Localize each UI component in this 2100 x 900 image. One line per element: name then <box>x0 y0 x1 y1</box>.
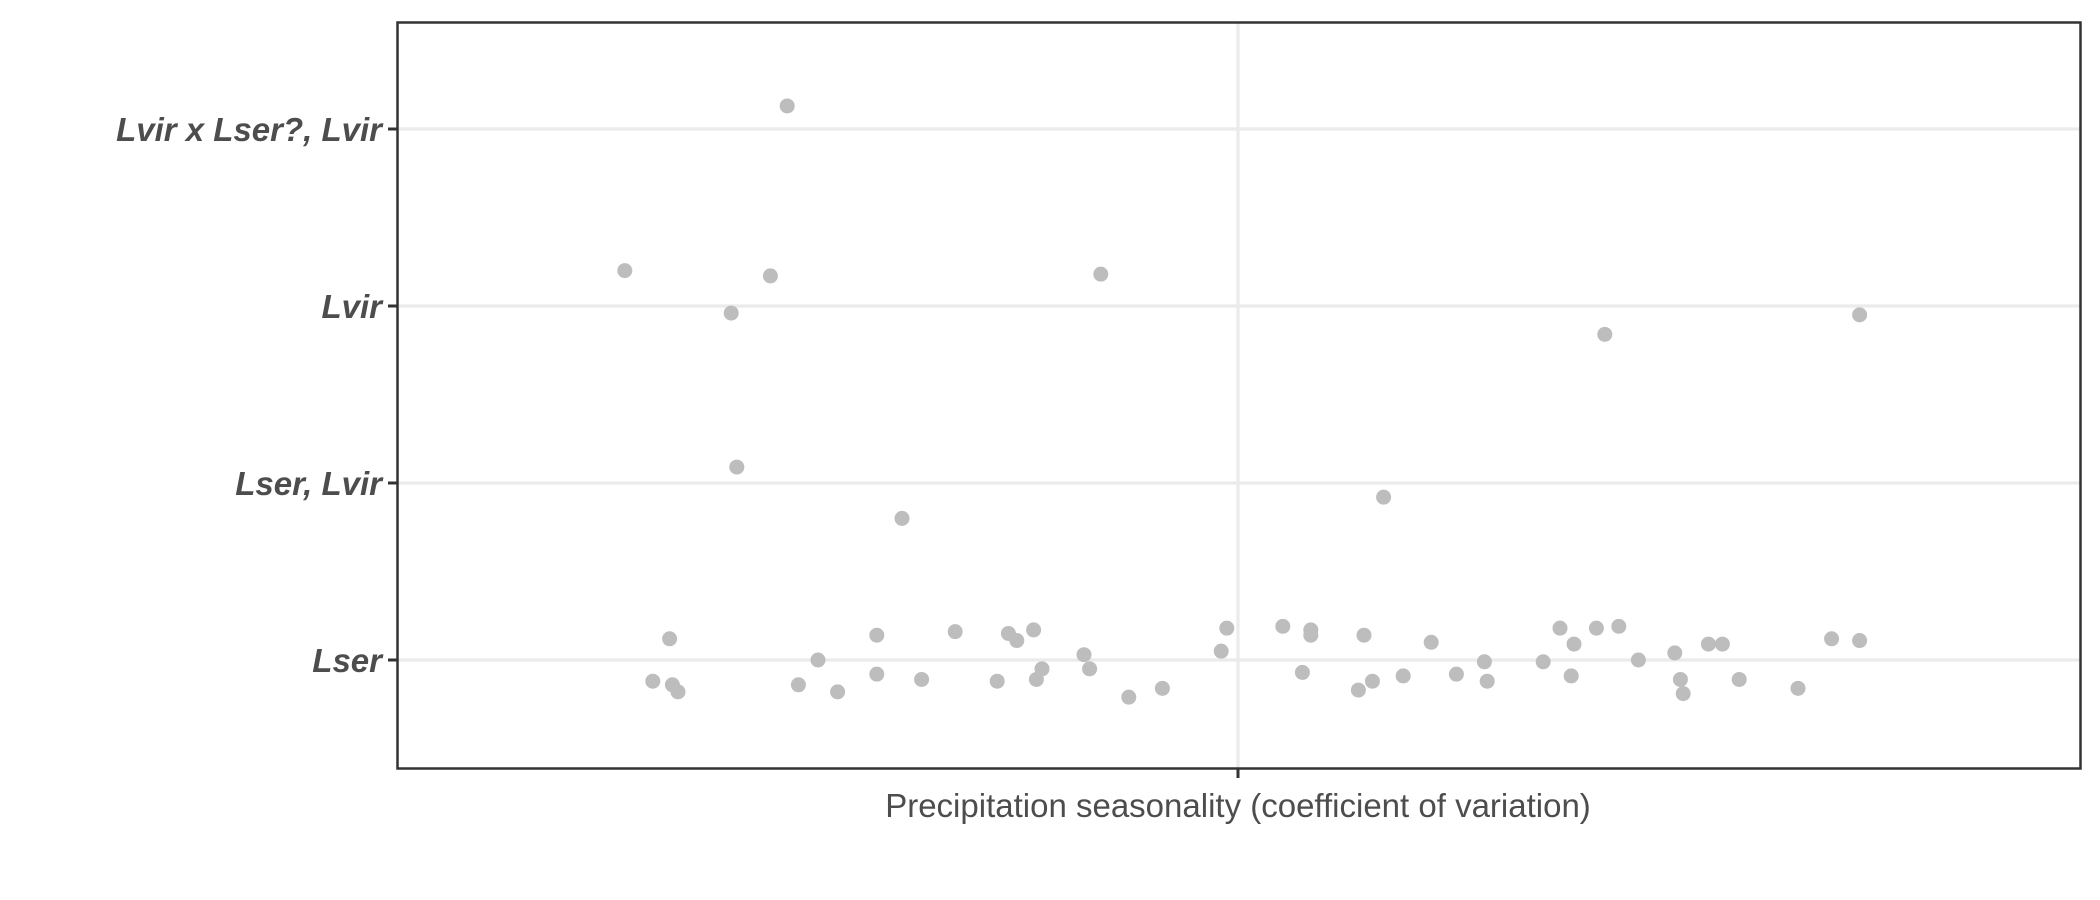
data-point <box>1535 654 1551 670</box>
data-point <box>617 263 633 279</box>
data-point <box>1275 618 1291 634</box>
data-point <box>1672 671 1688 687</box>
data-point <box>989 673 1005 689</box>
data-point <box>1611 618 1627 634</box>
data-point <box>1082 661 1098 677</box>
data-point <box>1294 664 1310 680</box>
data-point <box>830 684 846 700</box>
data-point <box>779 98 795 114</box>
data-point <box>1121 689 1137 705</box>
data-point <box>723 305 739 321</box>
data-point <box>1476 654 1492 670</box>
data-point <box>729 459 745 475</box>
data-point <box>869 666 885 682</box>
data-point <box>1566 636 1582 652</box>
data-point <box>1395 668 1411 684</box>
data-point <box>1154 680 1170 696</box>
data-point <box>790 677 806 693</box>
data-point <box>1852 633 1868 649</box>
data-point <box>1630 652 1646 668</box>
data-point <box>1667 645 1683 661</box>
data-point <box>1731 671 1747 687</box>
data-point <box>894 510 910 526</box>
y-tick-label: Lser, Lvir <box>235 465 384 502</box>
data-point <box>1563 668 1579 684</box>
data-point <box>1552 620 1568 636</box>
y-tick-label: Lvir x Lser?, Lvir <box>116 111 384 148</box>
data-point <box>1790 680 1806 696</box>
points-layer <box>617 98 1868 705</box>
data-point <box>1675 686 1691 702</box>
axis-layer: Lser Lser, Lvir Lvir Lvir x Lser?, Lvir <box>116 111 1240 778</box>
data-point <box>914 671 930 687</box>
data-point <box>645 673 661 689</box>
data-point <box>1376 489 1392 505</box>
data-point <box>1213 643 1229 659</box>
data-point <box>947 624 963 640</box>
data-point <box>1448 666 1464 682</box>
data-point <box>1714 636 1730 652</box>
data-point <box>1034 661 1050 677</box>
data-point <box>1093 266 1109 282</box>
data-point <box>1356 627 1372 643</box>
data-point <box>869 627 885 643</box>
data-point <box>1479 673 1495 689</box>
data-point <box>670 684 686 700</box>
y-tick-label: Lser <box>312 642 384 679</box>
x-axis-title: Precipitation seasonality (coefficient o… <box>885 787 1591 824</box>
data-point <box>1364 673 1380 689</box>
data-point <box>1824 631 1840 647</box>
data-point <box>1076 647 1092 663</box>
grid-layer <box>398 23 2080 768</box>
data-point <box>1423 634 1439 650</box>
data-point <box>1219 620 1235 636</box>
data-point <box>1009 633 1025 649</box>
data-point <box>1597 326 1613 342</box>
data-point <box>1588 620 1604 636</box>
data-point <box>1852 307 1868 323</box>
data-point <box>1303 627 1319 643</box>
data-point <box>810 652 826 668</box>
data-point <box>762 268 778 284</box>
data-point <box>1700 636 1716 652</box>
data-point <box>662 631 678 647</box>
data-point <box>1350 682 1366 698</box>
data-point <box>1026 622 1042 638</box>
y-tick-label: Lvir <box>321 288 384 325</box>
